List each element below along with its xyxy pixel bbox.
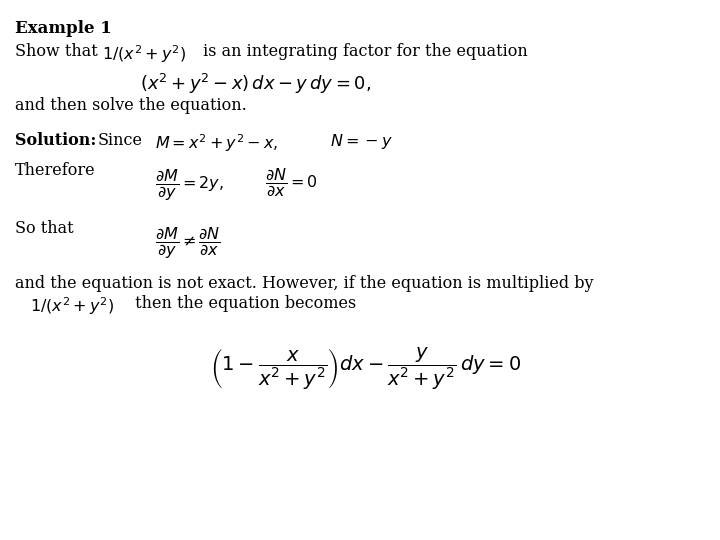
Text: and the equation is not exact. However, if the equation is multiplied by: and the equation is not exact. However, … [15, 275, 593, 292]
Text: $\dfrac{\partial N}{\partial x} = 0$: $\dfrac{\partial N}{\partial x} = 0$ [265, 167, 318, 199]
Text: So that: So that [15, 220, 73, 237]
Text: $M = x^2 + y^2 - x,$: $M = x^2 + y^2 - x,$ [155, 132, 278, 154]
Text: $1/(x^2 + y^2)$: $1/(x^2 + y^2)$ [102, 43, 186, 65]
Text: $\dfrac{\partial M}{\partial y} \neq \dfrac{\partial N}{\partial x}$: $\dfrac{\partial M}{\partial y} \neq \df… [155, 225, 221, 261]
Text: $N = -y$: $N = -y$ [330, 132, 393, 151]
Text: $\left(1 - \dfrac{x}{x^2 + y^2}\right)dx - \dfrac{y}{x^2 + y^2}\,dy = 0$: $\left(1 - \dfrac{x}{x^2 + y^2}\right)dx… [210, 345, 521, 392]
Text: $\dfrac{\partial M}{\partial y} = 2y,$: $\dfrac{\partial M}{\partial y} = 2y,$ [155, 167, 224, 203]
Text: $(x^2 + y^2 - x)\,dx - y\,dy = 0,$: $(x^2 + y^2 - x)\,dx - y\,dy = 0,$ [140, 72, 371, 96]
Text: and then solve the equation.: and then solve the equation. [15, 97, 247, 114]
Text: Example 1: Example 1 [15, 20, 112, 37]
Text: Show that: Show that [15, 43, 98, 60]
Text: Therefore: Therefore [15, 162, 96, 179]
Text: $1/(x^2 + y^2)$: $1/(x^2 + y^2)$ [30, 295, 114, 316]
Text: is an integrating factor for the equation: is an integrating factor for the equatio… [198, 43, 528, 60]
Text: Solution:: Solution: [15, 132, 96, 149]
Text: Since: Since [98, 132, 143, 149]
Text: then the equation becomes: then the equation becomes [130, 295, 356, 312]
